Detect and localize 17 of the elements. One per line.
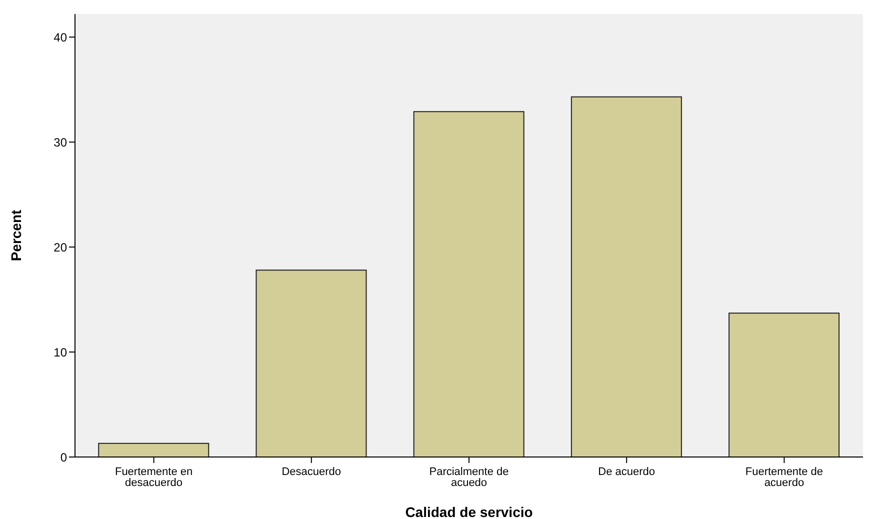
y-tick-label: 40 xyxy=(54,30,68,44)
y-tick-label: 0 xyxy=(60,450,68,464)
x-tick-label: Parcialmente de acuedo xyxy=(429,466,509,489)
bar xyxy=(98,442,210,457)
x-tick-label: Desacuerdo xyxy=(282,466,342,478)
bar xyxy=(570,96,682,457)
y-tick-label: 20 xyxy=(54,240,68,254)
bar xyxy=(728,312,840,457)
y-tick-label: 10 xyxy=(54,345,68,360)
x-tick-label: Fuertemente en desacuerdo xyxy=(114,466,193,489)
y-tick-label: 30 xyxy=(54,135,68,150)
bar xyxy=(256,270,367,457)
x-axis-title: Calidad de servicio xyxy=(405,504,533,519)
x-tick-label: Fuertemente de acuerdo xyxy=(745,466,824,489)
bar xyxy=(413,111,524,457)
x-tick-label: De acuerdo xyxy=(598,466,656,478)
y-axis-title: Percent xyxy=(8,209,24,262)
